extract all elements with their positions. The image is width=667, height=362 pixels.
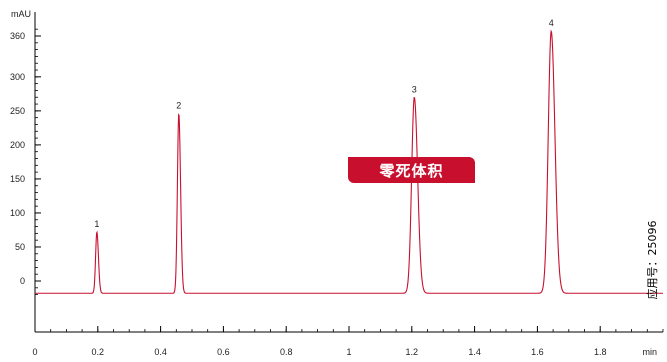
y-tick-label: 300 [10, 72, 25, 82]
chromatogram-trace [35, 29, 663, 294]
y-tick-label: 0 [20, 276, 25, 286]
y-tick-label: 360 [10, 31, 25, 41]
y-tick-label: 50 [15, 242, 25, 252]
y-tick-label: 100 [10, 208, 25, 218]
x-tick-label: 1.4 [468, 347, 481, 357]
peak-label-4: 4 [549, 18, 554, 28]
peak-label-2: 2 [176, 101, 181, 111]
x-tick-label: 0.2 [92, 347, 105, 357]
x-tick-label: 0 [32, 347, 37, 357]
zero-dead-volume-badge: 零死体积 [348, 157, 475, 183]
x-tick-label: 1.6 [531, 347, 544, 357]
x-tick-label: 1.8 [594, 347, 607, 357]
peak-label-3: 3 [412, 84, 417, 94]
y-tick-label: 250 [10, 106, 25, 116]
y-tick-label: 200 [10, 140, 25, 150]
peak-label-1: 1 [94, 219, 99, 229]
x-axis-unit: min [642, 347, 657, 357]
application-number: 应用号：25096 [646, 220, 659, 300]
x-tick-label: 0.8 [280, 347, 293, 357]
x-tick-label: 0.6 [217, 347, 230, 357]
chart-ticks: 0 50 100 150 200 250 300 360 0 0.2 0.4 0.6 0.8 1 1.2 1.… [10, 28, 664, 357]
y-axis-unit: mAU [11, 9, 31, 19]
y-tick-label: 150 [10, 174, 25, 184]
chart-axes: mAU min [11, 9, 663, 357]
x-tick-label: 1 [346, 347, 351, 357]
x-tick-label: 0.4 [154, 347, 167, 357]
peak-labels: 1 2 3 4 [94, 18, 553, 229]
x-tick-label: 1.2 [406, 347, 419, 357]
